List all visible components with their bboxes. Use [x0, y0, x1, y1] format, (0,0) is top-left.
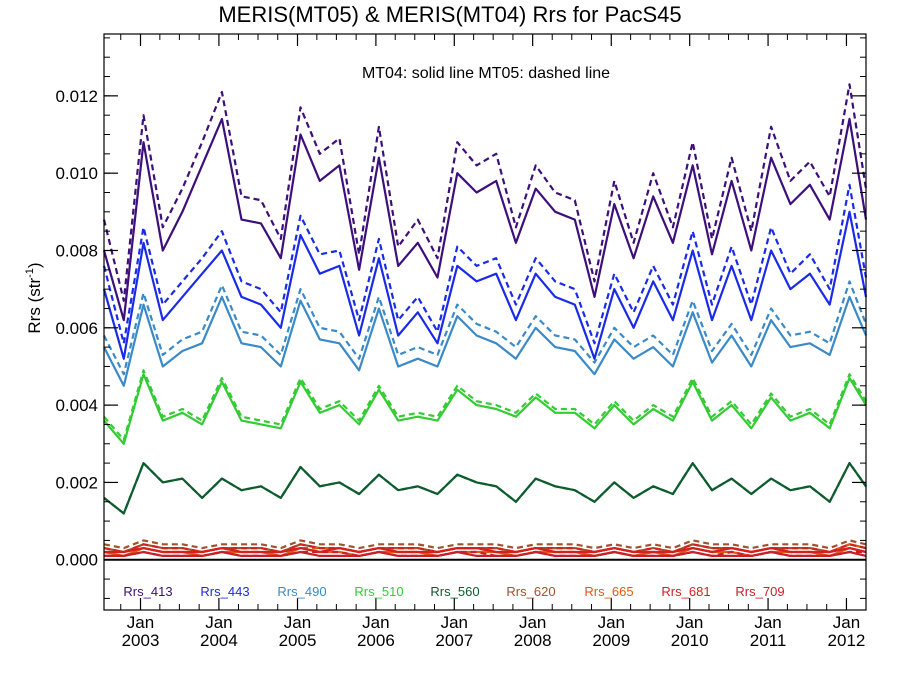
legend-label-rrs-709: Rrs_709 [735, 584, 784, 599]
series-line-rrs-709-mt05 [104, 550, 866, 558]
x-tick-month-label: Jan [833, 613, 860, 632]
y-tick-label: 0.006 [55, 319, 98, 338]
y-tick-label: 0.004 [55, 396, 98, 415]
x-tick-month-label: Jan [362, 613, 389, 632]
x-tick-year-label: 2009 [592, 631, 630, 650]
x-tick-year-label: 2007 [435, 631, 473, 650]
x-tick-year-label: 2010 [671, 631, 709, 650]
line-style-annotation: MT04: solid line MT05: dashed line [362, 65, 610, 82]
legend-label-rrs-665: Rrs_665 [584, 584, 633, 599]
series-line-rrs-413-mt04 [102, 117, 868, 322]
x-tick-year-label: 2006 [357, 631, 395, 650]
legend-label-rrs-510: Rrs_510 [354, 584, 403, 599]
series-line-rrs-510-mt05 [103, 369, 867, 441]
x-tick-year-label: 2003 [122, 631, 160, 650]
x-tick-year-label: 2011 [750, 631, 787, 650]
x-tick-month-label: Jan [598, 613, 625, 632]
series-line-rrs-490-mt04 [103, 295, 868, 387]
series-line-rrs-681-mt05 [103, 543, 867, 554]
series-line-rrs-620-mt05 [103, 539, 867, 550]
legend-label-rrs-443: Rrs_443 [200, 584, 249, 599]
y-axis-label-main: Rrs (str [25, 278, 44, 334]
series-line-rrs-413-mt05 [102, 83, 868, 302]
x-tick-month-label: Jan [284, 613, 311, 632]
chart-title: MERIS(MT05) & MERIS(MT04) Rrs for PacS45 [218, 2, 681, 27]
y-tick-label: 0.002 [55, 473, 98, 492]
y-tick-label: 0.008 [55, 241, 98, 260]
x-tick-year-label: 2008 [514, 631, 552, 650]
series-line-rrs-709-mt04 [104, 550, 867, 558]
series-line-rrs-681-mt04 [104, 546, 867, 554]
plot-area: 0.0000.0020.0040.0060.0080.0100.012Jan20… [55, 33, 868, 650]
series-line-rrs-490-mt05 [103, 280, 868, 376]
x-tick-month-label: Jan [754, 613, 781, 632]
x-tick-month-label: Jan [205, 613, 232, 632]
series-line-rrs-510-mt04 [103, 373, 867, 445]
x-tick-month-label: Jan [441, 613, 468, 632]
legend-label-rrs-490: Rrs_490 [277, 584, 326, 599]
x-tick-year-label: 2004 [200, 631, 238, 650]
y-axis-label-close: ) [25, 262, 44, 268]
legend-label-rrs-560: Rrs_560 [430, 584, 479, 599]
series-line-rrs-443-mt05 [102, 183, 868, 345]
y-tick-label: 0.000 [55, 551, 98, 570]
x-tick-month-label: Jan [127, 613, 154, 632]
x-tick-year-label: 2012 [828, 631, 866, 650]
x-tick-month-label: Jan [519, 613, 546, 632]
y-axis-label: Rrs (str-1) [24, 262, 44, 333]
legend-label-rrs-620: Rrs_620 [506, 584, 555, 599]
legend-label-rrs-413: Rrs_413 [123, 584, 172, 599]
x-tick-year-label: 2005 [279, 631, 317, 650]
series-line-rrs-560-mt04 [103, 462, 867, 515]
x-tick-month-label: Jan [676, 613, 703, 632]
plot-frame [103, 33, 867, 611]
y-tick-label: 0.012 [55, 87, 98, 106]
legend-label-rrs-681: Rrs_681 [661, 584, 710, 599]
series-line-rrs-443-mt04 [102, 210, 868, 360]
y-tick-label: 0.010 [55, 164, 98, 183]
y-axis-label-sup: -1 [24, 268, 36, 278]
series-line-rrs-560-mt05 [103, 462, 867, 515]
